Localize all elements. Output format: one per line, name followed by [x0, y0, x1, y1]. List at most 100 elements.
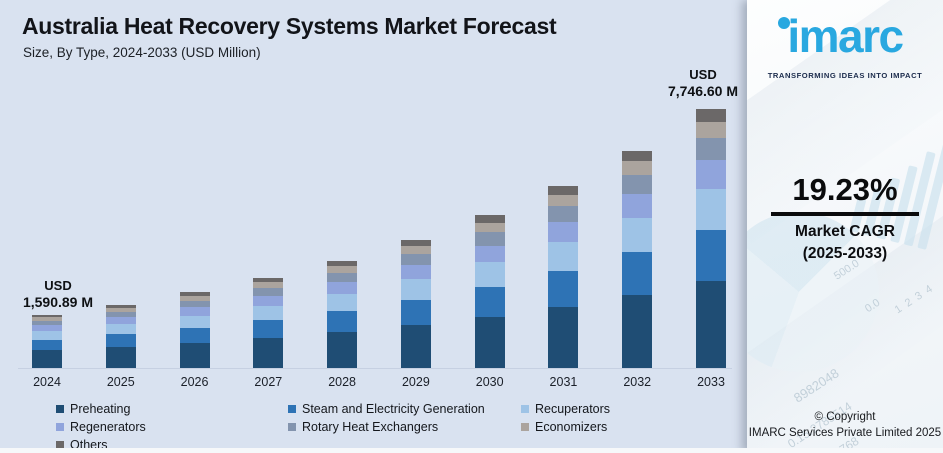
segment-rotary-heat-exchangers [179, 300, 210, 308]
legend-swatch [56, 422, 64, 431]
segment-rotary-heat-exchangers [105, 311, 136, 318]
segment-others [253, 277, 284, 283]
segment-economizers [179, 296, 210, 301]
segment-recuperators [253, 305, 284, 320]
annotation-2033-value: 7,746.60 M [667, 83, 739, 99]
bar-2028 [327, 260, 358, 368]
segment-regenerators [32, 325, 62, 332]
segment-economizers [696, 121, 727, 139]
x-axis-label-2033: 2033 [697, 375, 725, 389]
x-axis-label-2025: 2025 [106, 375, 135, 389]
segment-recuperators [32, 331, 62, 340]
segment-steam-and-electricity-generation [327, 310, 358, 332]
segment-others [32, 314, 62, 318]
segment-preheating [474, 316, 505, 368]
cagr-period: (2025-2033) [802, 245, 888, 262]
segment-preheating [327, 332, 358, 368]
imarc-logo-dot-icon [778, 17, 790, 29]
legend-label: Rotary Heat Exchangers [302, 419, 439, 434]
cagr-underline [771, 212, 919, 216]
segment-preheating [32, 350, 62, 368]
segment-recuperators [327, 293, 358, 311]
segment-preheating [253, 337, 284, 368]
bar-2026 [179, 292, 210, 368]
imarc-logo: imarc [747, 8, 943, 64]
segment-rotary-heat-exchangers [327, 272, 358, 282]
x-axis-label-2032: 2032 [623, 375, 652, 389]
segment-regenerators [253, 295, 284, 306]
imarc-logo-text: imarc [787, 10, 904, 62]
segment-steam-and-electricity-generation [548, 270, 579, 307]
segment-rotary-heat-exchangers [32, 320, 62, 326]
segment-economizers [105, 307, 136, 312]
segment-others [327, 260, 358, 266]
legend-item-rotary-heat-exchangers: Rotary Heat Exchangers [288, 419, 521, 434]
bar-2024 [32, 314, 62, 368]
bar-2029 [400, 239, 431, 368]
bar-2031 [548, 185, 579, 368]
chart-panel: Australia Heat Recovery Systems Market F… [3, 13, 739, 452]
legend-swatch [56, 440, 64, 449]
segment-economizers [32, 317, 62, 321]
segment-rotary-heat-exchangers [548, 206, 579, 222]
legend-item-economizers: Economizers [521, 419, 716, 434]
x-axis-label-2031: 2031 [549, 375, 578, 389]
segment-steam-and-electricity-generation [32, 339, 62, 351]
segment-regenerators [548, 221, 579, 242]
x-axis-line [18, 368, 732, 369]
segment-recuperators [400, 279, 431, 300]
segment-rotary-heat-exchangers [474, 232, 505, 246]
x-axis-label-2027: 2027 [254, 375, 283, 389]
segment-steam-and-electricity-generation [474, 286, 505, 317]
legend: Preheating Steam and Electricity Generat… [56, 401, 716, 452]
legend-item-recuperators: Recuperators [521, 401, 716, 416]
segment-recuperators [696, 188, 727, 230]
segment-preheating [105, 346, 136, 368]
segment-preheating [696, 281, 727, 368]
annotation-2024: USD 1,590.89 M [3, 277, 113, 311]
segment-steam-and-electricity-generation [105, 334, 136, 347]
copyright-line1: © Copyright [814, 411, 876, 423]
legend-item-preheating: Preheating [56, 401, 288, 416]
segment-others [696, 109, 727, 122]
legend-label: Recuperators [535, 401, 611, 416]
segment-regenerators [696, 160, 727, 189]
x-axis-label-2030: 2030 [475, 375, 504, 389]
x-axis-label-2026: 2026 [180, 375, 209, 389]
segment-preheating [548, 306, 579, 368]
bar-2033 [696, 109, 727, 368]
brand-sidebar: 500.0 0.0 1234 8982048 0.15.2785514 2768… [747, 0, 943, 453]
cagr-label: Market CAGR [795, 223, 895, 240]
segment-others [474, 215, 505, 223]
segment-steam-and-electricity-generation [253, 319, 284, 338]
annotation-2024-value: 1,590.89 M [22, 294, 94, 310]
legend-item-regenerators: Regenerators [56, 419, 288, 434]
bar-2025 [105, 304, 136, 368]
segment-rotary-heat-exchangers [253, 287, 284, 296]
bottom-strip [0, 448, 943, 453]
annotation-2024-currency: USD [44, 278, 72, 293]
legend-label: Regenerators [70, 419, 146, 434]
segment-regenerators [474, 245, 505, 263]
segment-steam-and-electricity-generation [622, 252, 653, 296]
segment-economizers [474, 222, 505, 233]
segment-rotary-heat-exchangers [400, 254, 431, 266]
legend-swatch [56, 404, 64, 413]
brand-tagline: TRANSFORMING IDEAS INTO IMPACT [767, 71, 923, 80]
legend-swatch [521, 404, 529, 413]
segment-others [105, 304, 136, 308]
legend-swatch [521, 422, 529, 431]
segment-economizers [327, 265, 358, 273]
segment-others [622, 150, 653, 162]
segment-recuperators [474, 262, 505, 287]
segment-preheating [622, 295, 653, 368]
x-axis-label-2024: 2024 [33, 375, 61, 389]
legend-swatch [288, 404, 296, 413]
pie-chart-decoration [747, 212, 879, 372]
segment-rotary-heat-exchangers [622, 175, 653, 194]
segment-steam-and-electricity-generation [400, 299, 431, 326]
page-subtitle: Size, By Type, 2024-2033 (USD Million) [23, 45, 261, 60]
segment-preheating [400, 325, 431, 368]
copyright-line2: IMARC Services Private Limited 2025 [748, 427, 942, 439]
